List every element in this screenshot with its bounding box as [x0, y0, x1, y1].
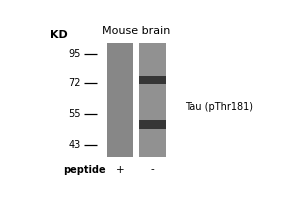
- Text: -: -: [151, 165, 154, 175]
- Text: +: +: [116, 165, 124, 175]
- Text: 72: 72: [68, 78, 80, 88]
- Bar: [107, 43, 134, 157]
- Text: Mouse brain: Mouse brain: [102, 26, 170, 36]
- Text: 95: 95: [68, 49, 80, 59]
- Text: 55: 55: [68, 109, 80, 119]
- Text: peptide: peptide: [64, 165, 106, 175]
- Text: 43: 43: [68, 140, 80, 150]
- Bar: [139, 120, 166, 129]
- Bar: [139, 76, 166, 84]
- Text: Tau (pThr181): Tau (pThr181): [185, 102, 253, 112]
- Text: KD: KD: [50, 30, 67, 40]
- Bar: [139, 43, 166, 157]
